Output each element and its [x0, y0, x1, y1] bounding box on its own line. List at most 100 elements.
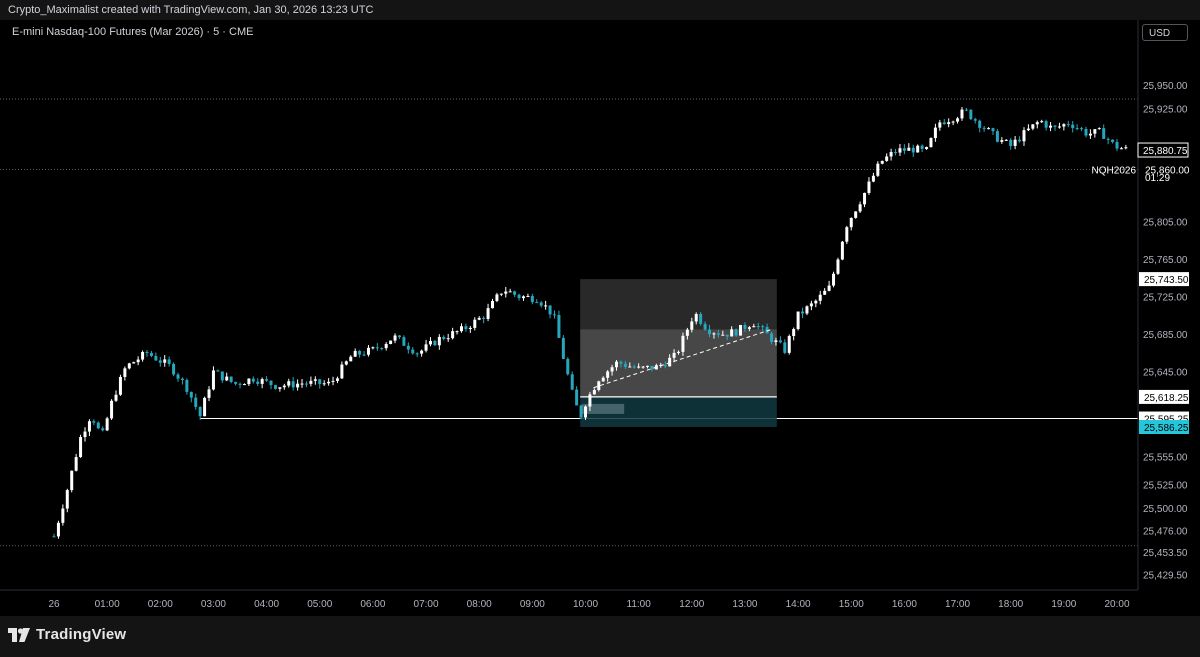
candle-up [242, 384, 246, 386]
candle-down [783, 342, 787, 353]
candle-down [535, 302, 539, 304]
candle-up [87, 421, 91, 432]
attribution-text: Crypto_Maximalist created with TradingVi… [8, 4, 374, 16]
time-tick-label: 18:00 [998, 599, 1023, 610]
candle-up [668, 357, 672, 367]
candle-down [1066, 124, 1070, 126]
candle-up [499, 293, 503, 295]
candle-up [477, 317, 481, 320]
footer: TradingView [0, 616, 1200, 657]
candle-down [1102, 128, 1106, 139]
candle-up [340, 364, 344, 379]
candle-up [646, 365, 650, 367]
price-tick-label: 25,500.00 [1143, 504, 1188, 515]
stop-fill [582, 403, 625, 414]
candle-down [145, 352, 149, 354]
candle-down [770, 333, 774, 342]
candle-up [739, 324, 743, 336]
candle-up [490, 300, 494, 309]
candle-down [964, 109, 968, 111]
candle-up [300, 383, 304, 385]
time-tick-label: 11:00 [627, 599, 652, 610]
candle-up [486, 308, 490, 319]
candle-up [1088, 133, 1092, 136]
candle-up [203, 397, 207, 417]
candle-down [149, 352, 153, 356]
candle-up [366, 347, 370, 355]
candle-up [849, 217, 853, 228]
candle-up [296, 383, 300, 388]
candles [52, 106, 1128, 539]
candle-up [83, 431, 87, 438]
candle-up [123, 368, 127, 377]
time-tick-label: 15:00 [839, 599, 864, 610]
candle-up [1031, 124, 1035, 129]
candle-up [1124, 147, 1128, 149]
candle-up [1000, 140, 1004, 142]
candle-down [699, 313, 703, 324]
candle-up [960, 109, 964, 119]
candle-down [1111, 139, 1115, 142]
price-tick-label: 25,525.00 [1143, 481, 1188, 492]
time-tick-label: 07:00 [414, 599, 439, 610]
candle-up [56, 522, 60, 537]
candle-down [650, 365, 654, 370]
candle-up [473, 319, 477, 328]
time-tick-label: 03:00 [201, 599, 226, 610]
tradingview-logo[interactable]: TradingView [8, 626, 126, 643]
candle-up [74, 457, 78, 471]
candle-up [1049, 125, 1053, 128]
candle-up [880, 160, 884, 164]
candle-up [787, 336, 791, 353]
candle-up [371, 347, 375, 349]
time-tick-label: 01:00 [95, 599, 120, 610]
candle-down [942, 122, 946, 125]
candle-up [105, 418, 109, 431]
candle-up [136, 359, 140, 363]
candle-down [552, 314, 556, 316]
candle-down [995, 131, 999, 142]
candle-up [610, 367, 614, 372]
price-chart[interactable]: 25,950.0025,925.0025,885.0025,805.0025,7… [0, 20, 1200, 616]
candle-down [513, 291, 517, 295]
candle-up [947, 122, 951, 125]
candle-down [756, 326, 760, 328]
candle-up [127, 363, 131, 369]
filled-zone [580, 329, 777, 397]
candle-up [747, 327, 751, 329]
candle-down [969, 109, 973, 120]
candle-down [570, 374, 574, 390]
candle-up [685, 329, 689, 336]
candle-up [907, 147, 911, 151]
candle-up [424, 344, 428, 351]
candle-down [530, 296, 534, 303]
candle-up [601, 377, 605, 382]
candle-down [663, 364, 667, 367]
currency-button[interactable]: USD [1142, 24, 1188, 41]
candle-down [708, 329, 712, 335]
candle-up [606, 371, 610, 378]
candle-down [433, 340, 437, 346]
candle-up [141, 352, 145, 360]
tradingview-brand: TradingView [36, 626, 127, 643]
candle-down [180, 378, 184, 380]
candle-up [278, 387, 282, 389]
candle-down [632, 366, 636, 368]
axis-text-label: 25,860.00 [1145, 166, 1190, 177]
candle-down [1044, 121, 1048, 128]
candle-up [677, 351, 681, 353]
time-tick-label: 17:00 [945, 599, 970, 610]
price-marker-label: 25,618.25 [1144, 393, 1189, 404]
candle-up [885, 156, 889, 161]
candle-down [734, 329, 738, 336]
candle-up [428, 340, 432, 345]
candle-down [517, 294, 521, 299]
price-marker-box [1139, 272, 1189, 287]
candle-up [938, 122, 942, 128]
candle-up [588, 394, 592, 407]
candle-down [548, 305, 552, 315]
trend-line-layer [593, 328, 772, 389]
price-tick-label: 25,453.50 [1143, 548, 1188, 559]
candle-up [987, 128, 991, 130]
symbol-label: NQH2026 [1092, 166, 1137, 177]
